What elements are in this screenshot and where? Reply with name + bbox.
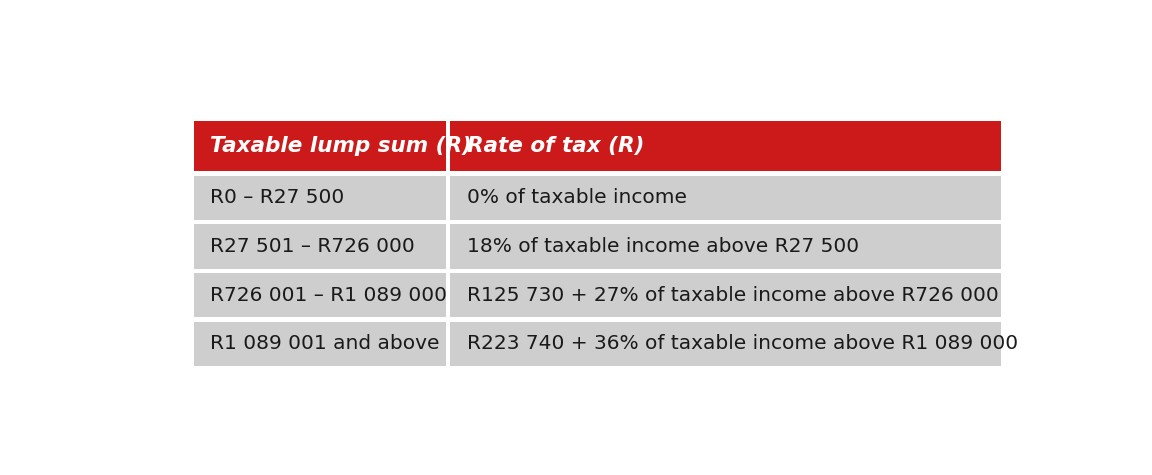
Text: Rate of tax (R): Rate of tax (R) xyxy=(467,136,644,156)
Text: 0% of taxable income: 0% of taxable income xyxy=(467,188,687,207)
Text: R1 089 001 and above: R1 089 001 and above xyxy=(210,334,440,353)
Text: R0 – R27 500: R0 – R27 500 xyxy=(210,188,344,207)
Bar xyxy=(450,176,1001,220)
Bar xyxy=(194,273,446,317)
Text: 18% of taxable income above R27 500: 18% of taxable income above R27 500 xyxy=(467,237,858,256)
Bar xyxy=(450,224,1001,269)
Bar xyxy=(450,121,1001,171)
Bar xyxy=(450,273,1001,317)
Bar xyxy=(194,176,446,220)
Bar xyxy=(194,121,446,171)
Text: R125 730 + 27% of taxable income above R726 000: R125 730 + 27% of taxable income above R… xyxy=(467,285,999,304)
Bar xyxy=(194,224,446,269)
Text: Taxable lump sum (R): Taxable lump sum (R) xyxy=(210,136,472,156)
Text: R27 501 – R726 000: R27 501 – R726 000 xyxy=(210,237,415,256)
Text: R726 001 – R1 089 000: R726 001 – R1 089 000 xyxy=(210,285,447,304)
Bar xyxy=(194,322,446,366)
Bar xyxy=(450,322,1001,366)
Text: R223 740 + 36% of taxable income above R1 089 000: R223 740 + 36% of taxable income above R… xyxy=(467,334,1017,353)
